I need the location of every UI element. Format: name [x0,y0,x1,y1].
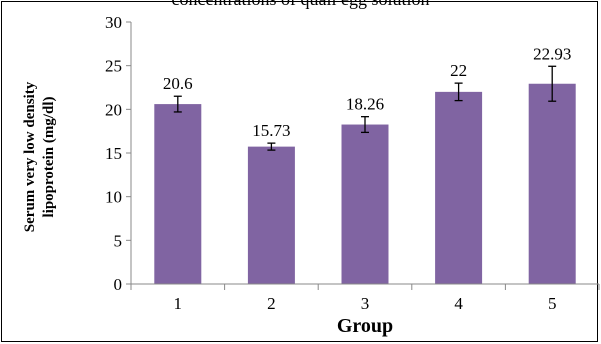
x-tick-label: 1 [174,294,183,313]
bar [247,146,295,284]
x-tick-label: 3 [361,294,370,313]
x-tick-label: 4 [454,294,463,313]
chart-title: concentrations of quail egg solution [0,0,601,10]
y-tick-label: 10 [105,188,122,207]
bar [154,104,202,285]
data-label: 15.73 [252,121,290,140]
x-tick-label: 2 [267,294,276,313]
y-tick-label: 5 [114,231,123,250]
data-label: 22.93 [533,44,571,63]
data-label: 22 [450,61,467,80]
data-label: 20.6 [163,74,193,93]
y-tick-label: 15 [105,144,122,163]
x-axis-label: Group [336,315,394,337]
data-label: 18.26 [346,95,384,114]
y-tick-label: 30 [105,13,122,32]
y-tick-label: 20 [105,100,122,119]
bar [528,83,576,285]
y-tick-label: 0 [114,275,123,294]
y-tick-label: 25 [105,57,122,76]
bar [341,124,389,285]
bar [435,91,483,284]
x-tick-label: 5 [548,294,557,313]
